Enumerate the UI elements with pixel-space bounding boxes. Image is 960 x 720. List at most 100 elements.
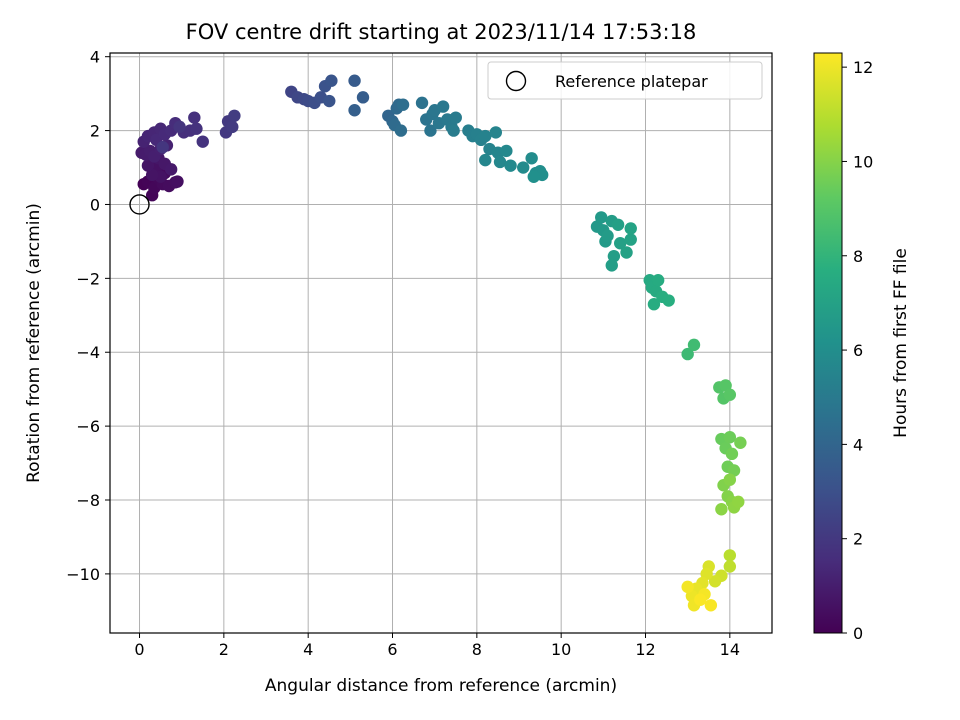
data-point [611, 218, 625, 231]
grid-lines [110, 53, 772, 633]
data-point [396, 98, 410, 111]
x-tick-label: 0 [134, 640, 144, 659]
x-axis-label: Angular distance from reference (arcmin) [265, 676, 617, 696]
data-point [517, 161, 530, 174]
y-tick-label: −10 [66, 565, 100, 584]
data-point [504, 159, 517, 172]
data-point [732, 495, 745, 509]
x-tick-label: 10 [551, 640, 571, 659]
data-point [226, 120, 239, 134]
data-point [715, 503, 728, 516]
data-point [624, 233, 637, 246]
legend: Reference platepar [487, 61, 763, 100]
x-tick-label: 4 [303, 640, 313, 659]
data-point [228, 109, 241, 123]
data-point [687, 338, 701, 352]
data-point [681, 347, 694, 361]
data-point [727, 464, 741, 477]
data-point [723, 431, 737, 444]
colorbar-tick-label: 4 [853, 435, 863, 454]
data-point [500, 144, 513, 158]
colorbar-tick-label: 12 [853, 58, 873, 77]
y-tick-label: −6 [76, 417, 100, 436]
y-tick-label: 4 [90, 48, 100, 67]
y-axis-label: Rotation from reference (arcmin) [24, 203, 44, 483]
data-point [188, 111, 201, 124]
data-point [493, 155, 507, 169]
colorbar-tick-label: 8 [853, 247, 863, 266]
legend-reference-marker [505, 70, 527, 92]
data-point [141, 159, 155, 172]
data-point [164, 163, 178, 176]
data-point [449, 111, 462, 124]
data-point [708, 575, 722, 588]
data-point [190, 122, 203, 135]
data-point [156, 141, 169, 154]
data-point [723, 388, 737, 401]
x-tick-label: 8 [472, 640, 482, 659]
plot-frame [109, 52, 773, 634]
data-point [723, 473, 737, 486]
data-point [624, 222, 637, 235]
data-point [700, 567, 713, 581]
x-tick-label: 14 [720, 640, 740, 659]
x-tick-label: 2 [219, 640, 229, 659]
data-point [620, 246, 633, 259]
y-tick-label: −8 [76, 491, 100, 510]
y-axis-ticks: 4 2 0 −2 −4 −6 −8 −10 [66, 48, 110, 584]
x-tick-label: 6 [387, 640, 397, 659]
data-point [647, 298, 661, 311]
data-point [725, 447, 739, 461]
data-point [694, 593, 707, 606]
data-point [394, 124, 408, 137]
data-point [595, 211, 608, 224]
colorbar-gradient [813, 52, 843, 634]
x-tick-label: 12 [635, 640, 655, 659]
reference-marker-group [129, 194, 150, 215]
data-point [681, 580, 694, 594]
data-point [323, 94, 336, 108]
data-point [614, 237, 627, 250]
data-point [171, 175, 184, 188]
data-point [607, 249, 621, 263]
data-point [447, 124, 460, 137]
x-axis-ticks: 0 2 4 6 8 10 12 14 [134, 633, 740, 659]
colorbar-tick-label: 2 [853, 530, 863, 549]
data-point [489, 126, 503, 139]
data-point [356, 91, 370, 104]
data-point [605, 259, 618, 272]
data-point [196, 135, 209, 148]
y-tick-label: −2 [76, 269, 100, 288]
colorbar-tick-label: 6 [853, 341, 863, 360]
data-point [719, 379, 732, 392]
y-tick-label: 0 [90, 195, 100, 214]
colorbar: 0 2 4 6 8 10 12 Hours from first FF file [813, 52, 911, 643]
data-point [525, 152, 538, 165]
y-tick-label: 2 [90, 122, 100, 141]
data-point [415, 96, 429, 110]
data-points [135, 74, 747, 612]
data-point [734, 436, 747, 449]
data-point [723, 560, 737, 573]
data-point [424, 124, 437, 137]
y-tick-label: −4 [76, 343, 100, 362]
data-point [662, 294, 675, 307]
colorbar-tick-label: 0 [853, 624, 863, 643]
data-point [436, 100, 450, 113]
data-point [479, 153, 492, 167]
data-point [479, 129, 492, 143]
data-point [348, 74, 361, 87]
chart-title: FOV centre drift starting at 2023/11/14 … [186, 20, 697, 44]
legend-label-reference: Reference platepar [555, 72, 708, 91]
colorbar-label: Hours from first FF file [891, 248, 911, 438]
data-point [651, 273, 665, 287]
data-point [145, 168, 159, 182]
data-point [601, 229, 614, 243]
legend-box [487, 61, 763, 100]
data-point [723, 549, 737, 562]
colorbar-tick-label: 10 [853, 152, 873, 171]
colorbar-ticks: 0 2 4 6 8 10 12 [842, 58, 873, 643]
data-point [704, 599, 718, 612]
data-point [173, 120, 186, 134]
